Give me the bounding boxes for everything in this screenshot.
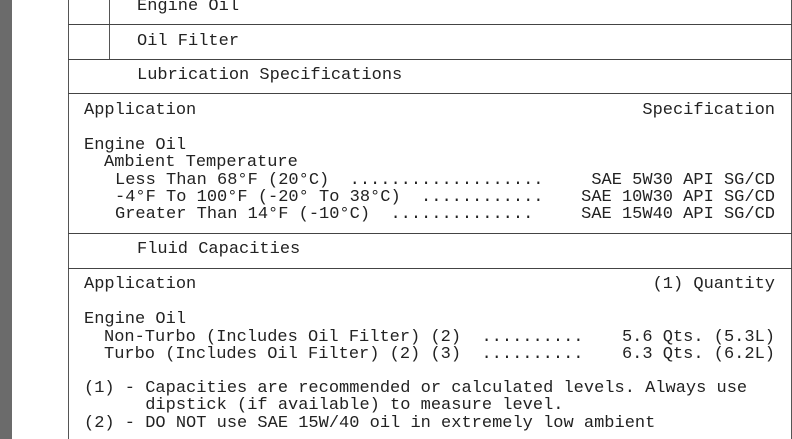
group-label: Engine Oil: [84, 136, 187, 155]
divider: [68, 233, 792, 234]
capacity-row-value: 5.6 Qts. (5.3L): [621, 328, 775, 347]
group-label: Engine Oil: [84, 310, 187, 329]
divider: [68, 59, 792, 60]
footnote: (1) - Capacities are recommended or calc…: [84, 379, 748, 398]
tree-item-engine-oil[interactable]: Engine Oil: [137, 0, 240, 16]
column-header-application: Application: [84, 101, 197, 120]
window-left-edge: [0, 0, 12, 439]
spec-row-label: Less Than 68°F (20°C) ..................…: [115, 171, 544, 190]
capacity-row-value: 6.3 Qts. (6.2L): [621, 345, 775, 364]
tree-item-oil-filter[interactable]: Oil Filter: [137, 32, 240, 51]
spec-row-label: -4°F To 100°F (-20° To 38°C) ...........…: [115, 188, 544, 207]
column-header-application: Application: [84, 275, 197, 294]
spec-row-label: Greater Than 14°F (-10°C) ..............: [115, 205, 534, 224]
divider: [68, 93, 792, 94]
section-heading-fluid-capacities: Fluid Capacities: [137, 240, 301, 259]
subgroup-label: Ambient Temperature: [104, 153, 298, 172]
divider: [68, 24, 792, 25]
section-heading-lubrication: Lubrication Specifications: [137, 66, 403, 85]
column-header-quantity: (1) Quantity: [652, 275, 775, 294]
spec-row-value: SAE 5W30 API SG/CD: [591, 171, 775, 190]
column-header-specification: Specification: [642, 101, 775, 120]
footnote: dipstick (if available) to measure level…: [84, 396, 564, 415]
spec-row-value: SAE 10W30 API SG/CD: [581, 188, 775, 207]
divider: [68, 268, 792, 269]
table-left-border: [68, 0, 69, 439]
capacity-row-label: Turbo (Includes Oil Filter) (2) (3) ....…: [104, 345, 584, 364]
tree-indent-line: [109, 0, 110, 59]
footnote: (2) - DO NOT use SAE 15W/40 oil in extre…: [84, 414, 656, 433]
spec-row-value: SAE 15W40 API SG/CD: [581, 205, 775, 224]
capacity-row-label: Non-Turbo (Includes Oil Filter) (2) ....…: [104, 328, 584, 347]
